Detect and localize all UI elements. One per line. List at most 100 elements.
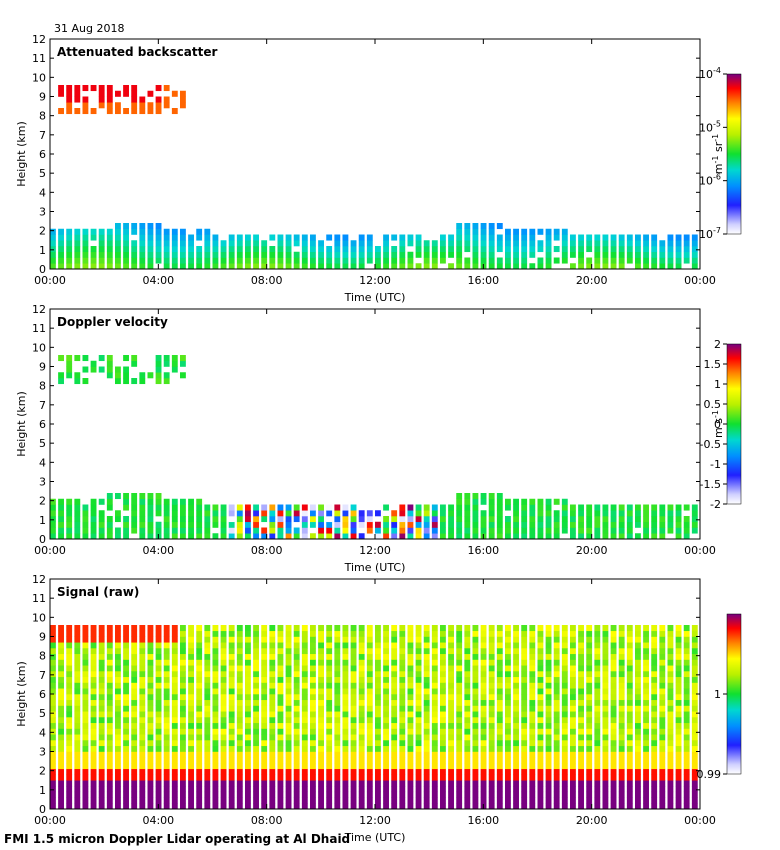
signal-cell xyxy=(123,699,129,706)
velocity-cell xyxy=(667,516,674,523)
signal-cell xyxy=(635,722,641,729)
signal-cell xyxy=(618,705,625,712)
signal-cell xyxy=(204,676,211,683)
signal-cell xyxy=(383,728,389,735)
signal-cell xyxy=(98,671,105,678)
signal-cell xyxy=(58,671,64,678)
velocity-cell xyxy=(74,504,81,511)
signal-cell xyxy=(204,757,211,764)
signal-cell xyxy=(245,803,251,810)
backscatter-cell xyxy=(171,263,178,270)
backscatter-cell xyxy=(496,246,503,253)
signal-cell xyxy=(464,722,471,729)
signal-cell xyxy=(578,699,584,706)
signal-cell xyxy=(342,699,349,706)
signal-cell xyxy=(171,676,178,683)
backscatter-cell xyxy=(204,234,211,241)
signal-cell xyxy=(594,751,601,758)
signal-cell xyxy=(139,711,146,718)
signal-cell xyxy=(366,625,373,632)
signal-cell xyxy=(440,717,446,724)
signal-cell xyxy=(318,671,324,678)
signal-cell xyxy=(285,648,292,655)
signal-cell xyxy=(407,636,414,643)
signal-cell xyxy=(578,717,584,724)
signal-cell xyxy=(285,688,292,695)
signal-cell xyxy=(407,699,414,706)
signal-cell xyxy=(472,705,479,712)
signal-cell xyxy=(66,659,73,666)
signal-cell xyxy=(667,728,674,735)
backscatter-cell xyxy=(82,251,89,258)
backscatter-cell xyxy=(423,246,430,253)
signal-cell xyxy=(301,636,308,643)
backscatter-cell xyxy=(285,234,292,241)
signal-cell xyxy=(253,768,259,775)
velocity-cell xyxy=(480,527,487,534)
signal-cell xyxy=(366,803,373,810)
signal-cell xyxy=(513,682,519,689)
signal-cell xyxy=(561,682,568,689)
backscatter-cell xyxy=(350,240,357,247)
signal-cell xyxy=(301,676,308,683)
signal-cell xyxy=(236,676,243,683)
signal-cell xyxy=(269,774,276,781)
signal-cell xyxy=(496,694,503,701)
signal-cell xyxy=(293,774,300,781)
signal-cell xyxy=(277,774,284,781)
backscatter-cell xyxy=(74,251,81,258)
signal-cell xyxy=(212,642,219,649)
signal-cell xyxy=(261,740,268,747)
signal-cell xyxy=(131,676,138,683)
signal-cell xyxy=(58,625,64,632)
signal-cell xyxy=(269,745,276,752)
velocity-cell xyxy=(529,504,536,511)
signal-cell xyxy=(163,653,170,660)
signal-cell xyxy=(66,774,73,781)
signal-cell xyxy=(586,791,593,798)
signal-cell xyxy=(123,717,129,724)
backscatter-cell xyxy=(610,246,617,253)
signal-cell xyxy=(66,682,73,689)
signal-cell xyxy=(196,682,203,689)
signal-cell xyxy=(448,665,454,672)
signal-cell xyxy=(106,642,113,649)
backscatter-cell xyxy=(171,251,178,258)
signal-cell xyxy=(350,699,357,706)
signal-cell xyxy=(163,642,170,649)
signal-cell xyxy=(293,768,300,775)
signal-cell xyxy=(423,786,430,793)
velocity-cell xyxy=(513,533,519,540)
y-tick-label: 5 xyxy=(39,437,46,450)
signal-cell xyxy=(513,745,519,752)
signal-cell xyxy=(115,659,121,666)
signal-cell xyxy=(74,659,81,666)
signal-cell xyxy=(171,636,178,643)
signal-cell xyxy=(180,791,186,798)
signal-cell xyxy=(269,636,276,643)
signal-cell xyxy=(667,763,674,770)
signal-cell xyxy=(106,699,113,706)
signal-cell xyxy=(488,642,495,649)
signal-cell xyxy=(350,722,357,729)
signal-cell xyxy=(301,803,308,810)
backscatter-cell xyxy=(659,251,666,258)
signal-cell xyxy=(431,705,438,712)
signal-cell xyxy=(578,625,584,632)
backscatter-cell xyxy=(553,257,560,264)
signal-cell xyxy=(228,751,235,758)
signal-cell xyxy=(472,630,479,637)
backscatter-cell xyxy=(651,251,658,258)
signal-cell xyxy=(350,786,357,793)
signal-cell xyxy=(171,786,178,793)
signal-cell xyxy=(123,763,129,770)
signal-cell xyxy=(196,699,203,706)
velocity-cell xyxy=(310,510,316,517)
backscatter-cell xyxy=(326,257,333,264)
signal-cell xyxy=(618,768,625,775)
backscatter-cell xyxy=(602,257,609,264)
backscatter-cell xyxy=(106,228,113,235)
signal-cell xyxy=(626,711,633,718)
signal-cell xyxy=(261,699,268,706)
signal-cell xyxy=(188,780,194,787)
